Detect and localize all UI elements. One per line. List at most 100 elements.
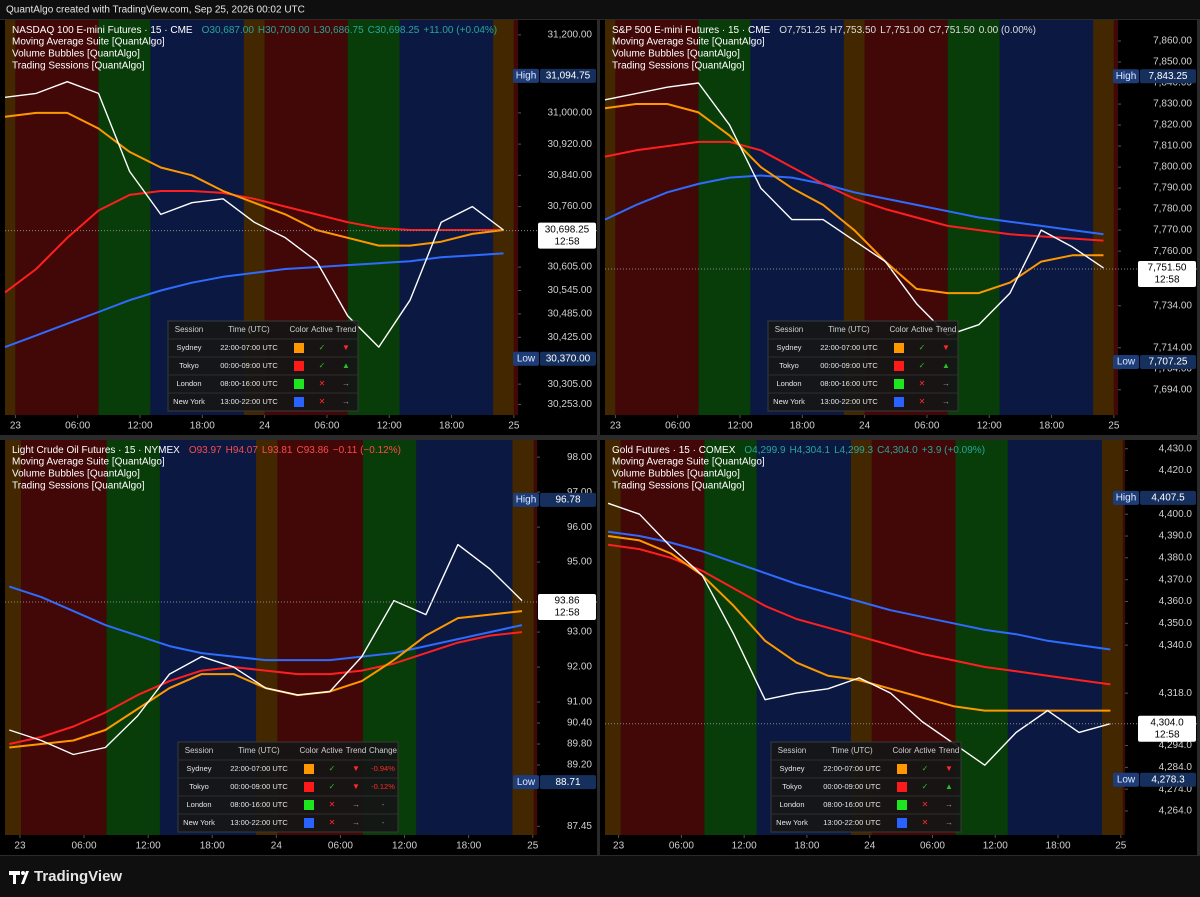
x-tick-label: 18:00 — [1046, 841, 1071, 852]
logo-dot — [21, 871, 25, 875]
chart-title: Light Crude Oil Futures · 15 · NYMEX — [12, 445, 180, 456]
table-active: ✓ — [919, 361, 926, 370]
table-time: 00:00-09:00 UTC — [220, 361, 278, 370]
session-band — [1007, 440, 1102, 835]
last-price-box — [538, 222, 596, 249]
table-color-swatch — [894, 379, 904, 389]
y-tick-label: 89.20 — [567, 760, 592, 771]
table-header: Time (UTC) — [228, 325, 270, 334]
y-tick-label: 7,790.00 — [1153, 183, 1192, 194]
indicator-name: Moving Average Suite [QuantAlgo] — [612, 37, 765, 48]
table-color-swatch — [897, 782, 907, 792]
table-header: Active — [311, 325, 333, 334]
marker-name-box — [513, 492, 539, 507]
chart-panel: 31,200.00 31,000.00 30,920.00 30,840.00 30,7… — [0, 20, 597, 435]
last-price-box — [538, 593, 596, 620]
table-header: Trend — [336, 325, 357, 334]
ohlc-value: H30,709.00 — [258, 25, 310, 36]
marker-name: High — [1116, 71, 1137, 82]
chart-title: S&P 500 E-mini Futures · 15 · CME — [612, 25, 771, 36]
y-tick-label: 30,840.00 — [548, 170, 593, 181]
table-header: Trend — [346, 746, 367, 755]
table-color-swatch — [304, 782, 314, 792]
table-header: Active — [321, 746, 343, 755]
table-session: New York — [773, 397, 805, 406]
ohlc-value: O4,299.9 — [744, 445, 786, 456]
y-tick-label: 7,860.00 — [1153, 36, 1192, 47]
table-trend: → — [942, 397, 950, 406]
y-tick-label: 7,760.00 — [1153, 246, 1192, 257]
chart-header: S&P 500 E-mini Futures · 15 · CME O7,751.… — [612, 25, 1036, 36]
table-time: 00:00-09:00 UTC — [230, 782, 288, 791]
footer-bar — [0, 856, 1200, 897]
table-trend: → — [342, 397, 350, 406]
price-line — [9, 543, 523, 756]
table-color-swatch — [894, 343, 904, 353]
moving-average — [607, 530, 1111, 651]
ohlc-value: L30,686.75 — [314, 25, 364, 36]
session-band — [1101, 440, 1123, 835]
y-tick-label: 30,605.00 — [548, 262, 593, 273]
table-active: ✕ — [319, 397, 326, 406]
last-price-box — [1138, 715, 1196, 742]
marker-name: Low — [1117, 357, 1136, 368]
marker-name-box — [513, 68, 539, 83]
x-tick-label: 06:00 — [920, 841, 945, 852]
session-band — [843, 20, 865, 415]
marker-name-box — [513, 775, 539, 790]
y-tick-label: 30,253.00 — [548, 399, 593, 410]
table-trend: → — [942, 379, 950, 388]
x-tick-label: 06:00 — [669, 841, 694, 852]
marker-value: 30,370.00 — [546, 353, 591, 364]
x-tick-label: 23 — [613, 841, 625, 852]
y-tick-label: 7,800.00 — [1153, 162, 1192, 173]
table-session: Sydney — [176, 343, 201, 352]
moving-average — [4, 111, 504, 247]
last-price-label: 7,751.50 — [1148, 263, 1187, 274]
y-tick-label: 4,380.0 — [1159, 552, 1193, 563]
x-tick-label: 12:00 — [127, 421, 152, 432]
table-header: Color — [889, 325, 908, 334]
y-tick-label: 4,420.0 — [1159, 465, 1193, 476]
session-band — [98, 20, 151, 415]
table-color-swatch — [304, 764, 314, 774]
table-session: London — [776, 379, 801, 388]
x-tick-label: 23 — [14, 841, 26, 852]
last-price-label: 30,698.25 — [545, 224, 590, 235]
y-tick-label: 7,830.00 — [1153, 99, 1192, 110]
table-header: Session — [175, 325, 203, 334]
chart-panel: 98.00 97.00 96.00 95.00 93.00 92.00 91.00 90.40… — [0, 440, 597, 855]
table-session: London — [176, 379, 201, 388]
table-change: -0.12% — [371, 782, 395, 791]
chart-header: NASDAQ 100 E-mini Futures · 15 · CME O30,… — [12, 25, 497, 36]
x-tick-label: 06:00 — [72, 841, 97, 852]
table-trend: ▼ — [352, 782, 360, 791]
y-tick-label: 4,350.0 — [1159, 618, 1193, 629]
session-band — [513, 20, 518, 415]
ohlc-value: O30,687.00 — [202, 25, 255, 36]
y-tick-label: 4,264.0 — [1159, 806, 1193, 817]
price-line — [4, 81, 504, 348]
y-tick-label: 30,760.00 — [548, 201, 593, 212]
ohlc-value: C7,751.50 — [929, 25, 976, 36]
session-band — [533, 440, 537, 835]
indicator-name: Moving Average Suite [QuantAlgo] — [12, 37, 165, 48]
table-trend: ▼ — [945, 764, 953, 773]
indicator-name: Volume Bubbles [QuantAlgo] — [612, 49, 740, 60]
x-tick-label: 12:00 — [983, 841, 1008, 852]
table-session: New York — [183, 818, 215, 827]
table-time: 13:00-22:00 UTC — [230, 818, 288, 827]
table-header: Session — [775, 325, 803, 334]
y-tick-label: 31,200.00 — [548, 29, 593, 40]
x-tick-label: 18:00 — [794, 841, 819, 852]
y-tick-label: 7,820.00 — [1153, 120, 1192, 131]
table-header: Time (UTC) — [828, 325, 870, 334]
table-header: Color — [289, 325, 308, 334]
y-tick-label: 30,305.00 — [548, 379, 593, 390]
table-session: Tokyo — [179, 361, 199, 370]
table-trend: ▼ — [942, 343, 950, 352]
table-active: ✓ — [922, 782, 929, 791]
price-line — [604, 82, 1104, 336]
table-session: Tokyo — [782, 782, 802, 791]
table-time: 22:00-07:00 UTC — [820, 343, 878, 352]
